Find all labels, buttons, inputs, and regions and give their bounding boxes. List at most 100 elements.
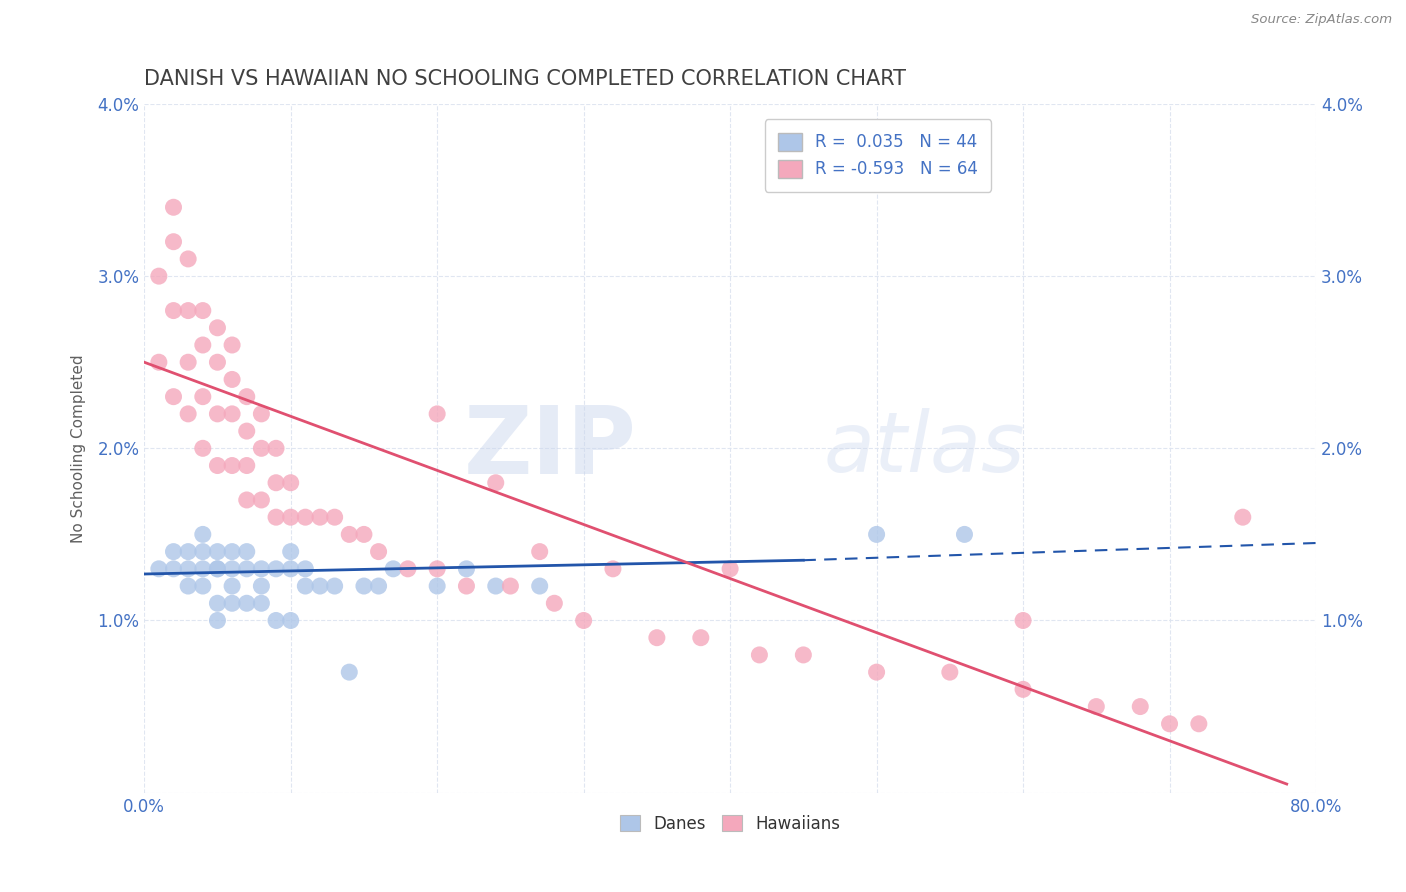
Point [718,562,741,576]
Point [456,579,478,593]
Point [280,475,302,490]
Point [572,614,595,628]
Point [280,614,302,628]
Point [865,527,887,541]
Point [280,510,302,524]
Point [221,562,243,576]
Text: DANISH VS HAWAIIAN NO SCHOOLING COMPLETED CORRELATION CHART: DANISH VS HAWAIIAN NO SCHOOLING COMPLETE… [145,69,907,88]
Point [264,510,287,524]
Point [162,544,184,558]
Point [792,648,814,662]
Point [1085,699,1108,714]
Point [207,355,229,369]
Y-axis label: No Schooling Completed: No Schooling Completed [72,354,86,542]
Point [396,562,419,576]
Point [191,562,214,576]
Point [207,562,229,576]
Point [367,544,389,558]
Point [280,562,302,576]
Point [191,544,214,558]
Point [426,407,449,421]
Point [353,579,375,593]
Point [177,544,200,558]
Point [309,510,332,524]
Point [294,579,316,593]
Point [250,579,273,593]
Point [337,665,360,680]
Point [280,544,302,558]
Point [602,562,624,576]
Point [939,665,962,680]
Point [207,562,229,576]
Point [221,596,243,610]
Point [499,579,522,593]
Point [221,579,243,593]
Point [191,303,214,318]
Point [1129,699,1152,714]
Point [426,562,449,576]
Point [250,562,273,576]
Point [148,269,170,284]
Point [191,338,214,352]
Point [1232,510,1254,524]
Point [1012,682,1035,697]
Point [191,442,214,456]
Point [207,407,229,421]
Point [264,475,287,490]
Point [250,492,273,507]
Point [1159,716,1181,731]
Point [264,614,287,628]
Point [221,458,243,473]
Point [162,390,184,404]
Point [485,579,508,593]
Point [250,407,273,421]
Point [250,596,273,610]
Point [207,544,229,558]
Point [207,320,229,334]
Text: atlas: atlas [824,408,1025,489]
Point [148,355,170,369]
Point [1188,716,1211,731]
Point [221,338,243,352]
Point [177,579,200,593]
Point [543,596,565,610]
Point [689,631,711,645]
Point [235,390,257,404]
Point [337,527,360,541]
Point [645,631,668,645]
Point [485,475,508,490]
Point [177,407,200,421]
Point [162,235,184,249]
Point [235,544,257,558]
Point [865,665,887,680]
Point [294,562,316,576]
Point [323,510,346,524]
Point [294,510,316,524]
Point [250,442,273,456]
Point [221,407,243,421]
Point [235,562,257,576]
Point [748,648,770,662]
Point [177,303,200,318]
Point [529,544,551,558]
Point [1012,614,1035,628]
Legend: Danes, Hawaiians: Danes, Hawaiians [620,814,841,832]
Point [177,355,200,369]
Point [353,527,375,541]
Point [953,527,976,541]
Text: Source: ZipAtlas.com: Source: ZipAtlas.com [1251,13,1392,27]
Text: ZIP: ZIP [464,402,637,494]
Point [148,562,170,576]
Point [177,562,200,576]
Point [456,562,478,576]
Point [221,544,243,558]
Point [162,200,184,214]
Point [426,579,449,593]
Point [529,579,551,593]
Point [235,596,257,610]
Point [207,596,229,610]
Point [323,579,346,593]
Point [235,458,257,473]
Point [177,252,200,266]
Point [309,579,332,593]
